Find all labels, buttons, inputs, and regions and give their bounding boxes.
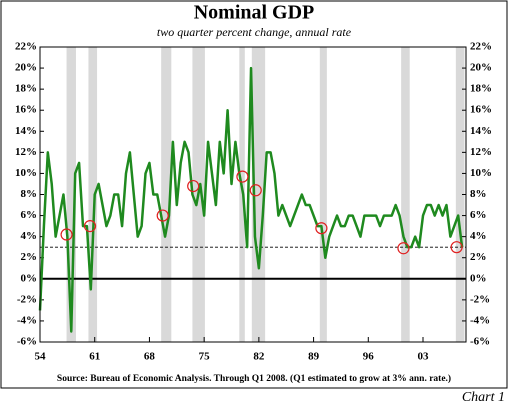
y-tick-label-right: 20% (470, 62, 492, 74)
y-tick-label-right: 10% (470, 167, 492, 179)
caption: Chart 1 (462, 390, 505, 405)
y-tick-label: 0% (21, 272, 38, 284)
highlight-circle (249, 184, 262, 197)
highlight-circle (83, 220, 97, 233)
y-tick-label: 22% (15, 41, 37, 53)
y-tick-label: 10% (15, 167, 37, 179)
highlight-circle (397, 242, 410, 255)
recession-band (66, 47, 76, 342)
highlight-circle (236, 170, 249, 183)
y-tick-label: 16% (15, 104, 37, 116)
y-tick-label-right: -2% (470, 293, 490, 305)
y-tick-label-right: 0% (470, 272, 487, 284)
highlight-circle (60, 228, 73, 241)
y-tick-label: 14% (15, 125, 37, 137)
x-tick-label: 03 (418, 351, 430, 363)
y-tick-label: 20% (15, 62, 37, 74)
recession-band (88, 47, 98, 342)
y-tick-label: -4% (17, 314, 37, 326)
highlight-circle (450, 241, 463, 254)
y-tick-label-right: 6% (470, 209, 487, 221)
highlight-circle (156, 209, 169, 222)
y-tick-label: 4% (21, 230, 38, 242)
y-tick-label: -6% (17, 336, 37, 348)
source: Source: Bureau of Economic Analysis. Thr… (57, 373, 451, 384)
plot-border (39, 46, 467, 343)
y-tick-label-right: 4% (470, 230, 487, 242)
x-tick-label: 61 (89, 351, 100, 363)
x-tick-label: 54 (35, 351, 47, 363)
y-tick-label: 18% (15, 83, 37, 95)
recession-band (319, 47, 327, 342)
frame (0, 0, 508, 389)
x-tick-label: 96 (363, 351, 375, 363)
chart-subtitle: two quarter percent change, annual rate (157, 25, 352, 39)
gdp-line (38, 66, 464, 333)
y-tick-label-right: 18% (470, 83, 492, 95)
y-tick-label-right: 16% (470, 104, 492, 116)
y-tick-label: -2% (17, 293, 37, 305)
highlight-circle (315, 222, 328, 235)
x-tick-label: 89 (308, 351, 320, 363)
y-tick-label-right: -4% (470, 314, 490, 326)
y-tick-label-right: -6% (470, 336, 490, 348)
y-tick-label: 6% (21, 209, 38, 221)
y-tick-label-right: 2% (470, 251, 487, 263)
recession-band (161, 47, 172, 342)
y-tick-label-right: 12% (470, 146, 492, 158)
x-tick-label: 75 (199, 351, 211, 363)
y-tick-label-right: 14% (470, 125, 492, 137)
chart-title: Nominal GDP (194, 2, 315, 24)
y-tick-label: 12% (15, 146, 37, 158)
highlight-circle (187, 179, 200, 193)
recession-band (401, 47, 410, 342)
y-tick-label-right: 8% (470, 188, 487, 200)
x-tick-label: 68 (144, 351, 156, 363)
recession-band (455, 47, 465, 342)
y-tick-label: 2% (21, 251, 38, 263)
y-tick-label-right: 22% (470, 41, 492, 53)
x-tick-label: 82 (253, 351, 265, 363)
y-tick-label: 8% (21, 188, 38, 200)
